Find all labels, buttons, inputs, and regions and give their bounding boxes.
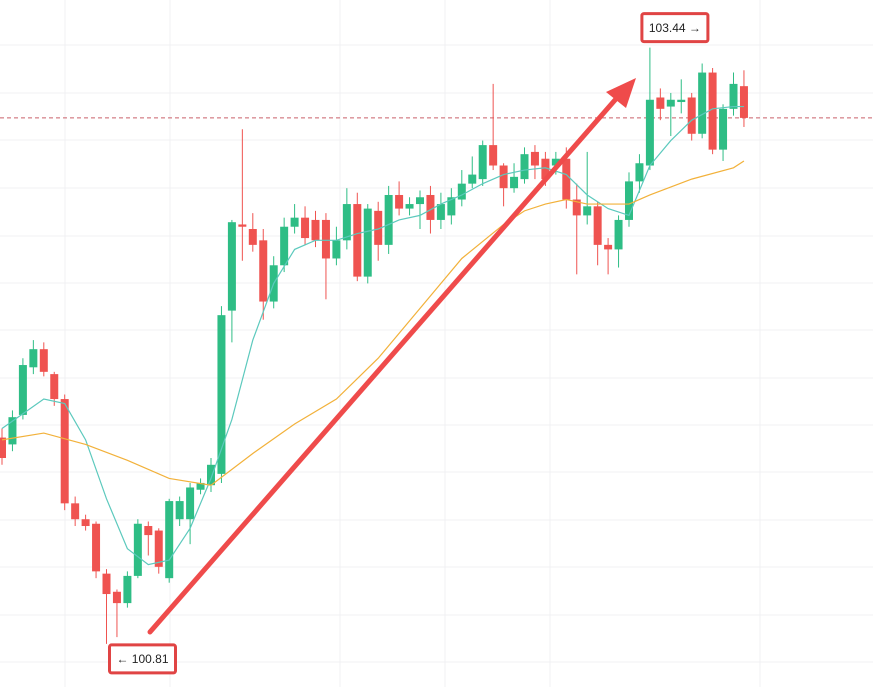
candle-body (102, 573, 111, 595)
candle-body (635, 163, 644, 182)
candle-body (604, 244, 613, 250)
candle-body (238, 224, 247, 227)
candle-body (541, 158, 550, 180)
candle-body (8, 417, 17, 445)
candle-body (112, 591, 121, 604)
candle-body (625, 181, 633, 220)
trend-arrow (147, 78, 636, 635)
candle-body (154, 530, 163, 567)
candle-body (499, 165, 508, 189)
candle-body (321, 219, 330, 259)
candle-body (677, 99, 686, 103)
candle-body (530, 151, 539, 166)
candle-body (436, 204, 445, 220)
candle-body (71, 503, 80, 520)
candle-body (562, 158, 571, 200)
candle-body (729, 83, 738, 109)
ma-line (1, 105, 744, 566)
ma-line (1, 160, 745, 486)
candle-body (593, 206, 602, 245)
candle-body (39, 349, 48, 372)
candle-body (301, 217, 310, 239)
candle-body (196, 482, 205, 490)
candle-body (551, 158, 560, 166)
candle-body (468, 174, 477, 184)
candle-body (666, 99, 675, 107)
candle-body (259, 240, 268, 302)
candle-body (489, 145, 498, 166)
candle-body (227, 222, 236, 311)
candle-body (186, 487, 195, 520)
candle-body (395, 194, 404, 209)
candle-body (92, 523, 101, 572)
plot (0, 47, 873, 644)
candle-body (123, 575, 132, 604)
candle-body (384, 194, 393, 245)
candle-body (405, 204, 414, 209)
candle-body (165, 501, 174, 579)
candle-body (60, 399, 69, 504)
candle-body (217, 315, 226, 474)
annotation-box (108, 643, 177, 675)
candle-body (133, 523, 142, 576)
candle-body (478, 145, 487, 180)
candle-body (280, 226, 289, 266)
candle-body (29, 349, 38, 368)
annotation-box (640, 12, 710, 44)
candle-body (719, 108, 728, 150)
candle-body (175, 501, 184, 520)
candle-body (290, 217, 299, 227)
candle-body (342, 204, 351, 241)
candle-body (426, 194, 435, 220)
candle-body (50, 374, 59, 400)
candle-body (583, 206, 592, 216)
candle-body (656, 97, 665, 109)
candle-body (457, 183, 466, 200)
candle-body (447, 197, 456, 216)
candle-body (207, 464, 215, 486)
candle-body (416, 197, 424, 205)
candle-body (510, 176, 519, 189)
candle-body (18, 365, 27, 415)
annotation-label: 103.44 → (649, 21, 701, 35)
candle-body (708, 72, 717, 150)
candle-body (520, 154, 529, 180)
candle-body (353, 204, 362, 277)
candle-body (374, 210, 383, 245)
candle-body (332, 240, 341, 259)
candle-body (739, 86, 748, 118)
candle-body (81, 519, 90, 527)
annotation-label: ← 100.81 (116, 652, 168, 666)
candle-body (687, 97, 696, 134)
candle-body (614, 219, 623, 250)
candle-body (248, 229, 257, 245)
candle-body (144, 526, 153, 536)
candle-body (698, 72, 707, 134)
candle-body (363, 208, 372, 277)
candle-body (572, 199, 581, 216)
candle-body (0, 437, 6, 458)
candle-body (645, 99, 654, 166)
candle-body (311, 219, 320, 241)
